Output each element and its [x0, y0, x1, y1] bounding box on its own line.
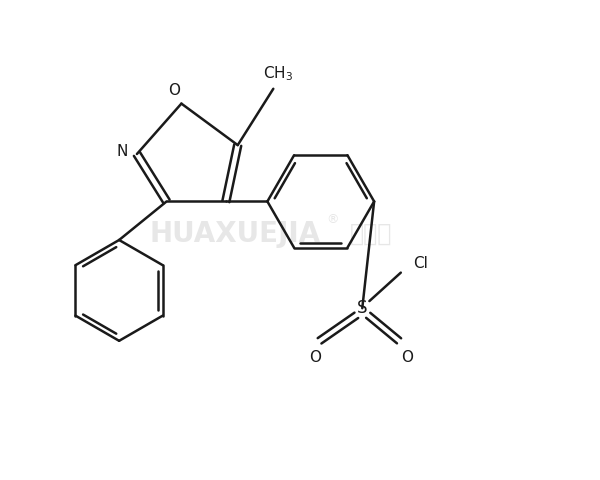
- Text: CH$_3$: CH$_3$: [263, 64, 293, 83]
- Text: O: O: [168, 83, 180, 98]
- Text: Cl: Cl: [413, 256, 428, 271]
- Text: O: O: [309, 350, 321, 365]
- Text: O: O: [401, 350, 413, 365]
- Text: 化学加: 化学加: [350, 222, 392, 246]
- Text: S: S: [357, 299, 368, 317]
- Text: N: N: [116, 144, 128, 158]
- Text: HUAXUEJIA: HUAXUEJIA: [149, 220, 320, 248]
- Text: ®: ®: [326, 213, 339, 226]
